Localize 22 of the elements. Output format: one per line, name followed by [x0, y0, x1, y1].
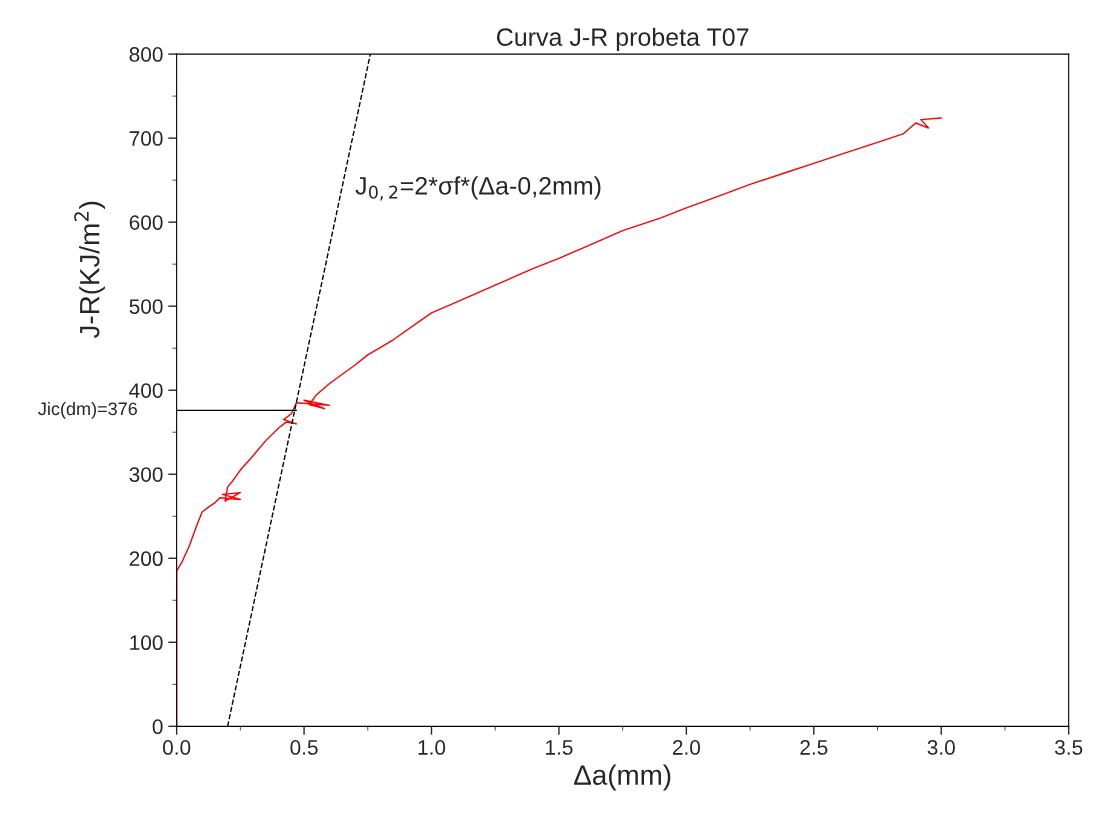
y-tick-label: 500 — [129, 299, 163, 314]
y-tick-label: 800 — [129, 47, 163, 62]
annotation: Jic(dm)=376 — [38, 401, 137, 419]
y-tick-label: 0 — [152, 719, 163, 735]
y-tick-label: 100 — [130, 635, 163, 651]
x-tick-label: 1.5 — [546, 740, 573, 755]
x-tick-label: 1.0 — [418, 740, 446, 755]
x-tick-label: 3.5 — [1054, 740, 1083, 755]
y-axis-title: J-R(KJ/m$^{2}$) — [74, 201, 105, 339]
x-tick-label: 2.5 — [800, 740, 828, 755]
annotation: J$_{0,2}$=2*σf*(Δa-0,2mm) — [355, 176, 601, 201]
x-tick-label: 0.0 — [162, 740, 191, 755]
x-tick-label: 0.5 — [290, 740, 318, 755]
x-tick-label: 2.0 — [672, 740, 701, 755]
chart-title: Curva J-R probeta T07 — [497, 27, 749, 51]
x-tick-label: 3.0 — [927, 740, 955, 755]
y-tick-label: 700 — [129, 131, 163, 146]
y-tick-label: 600 — [129, 215, 163, 230]
y-tick-label: 200 — [129, 551, 163, 567]
x-axis-title: Δa(mm) — [574, 764, 671, 791]
y-tick-label: 400 — [129, 383, 163, 398]
y-tick-label: 300 — [129, 467, 163, 482]
